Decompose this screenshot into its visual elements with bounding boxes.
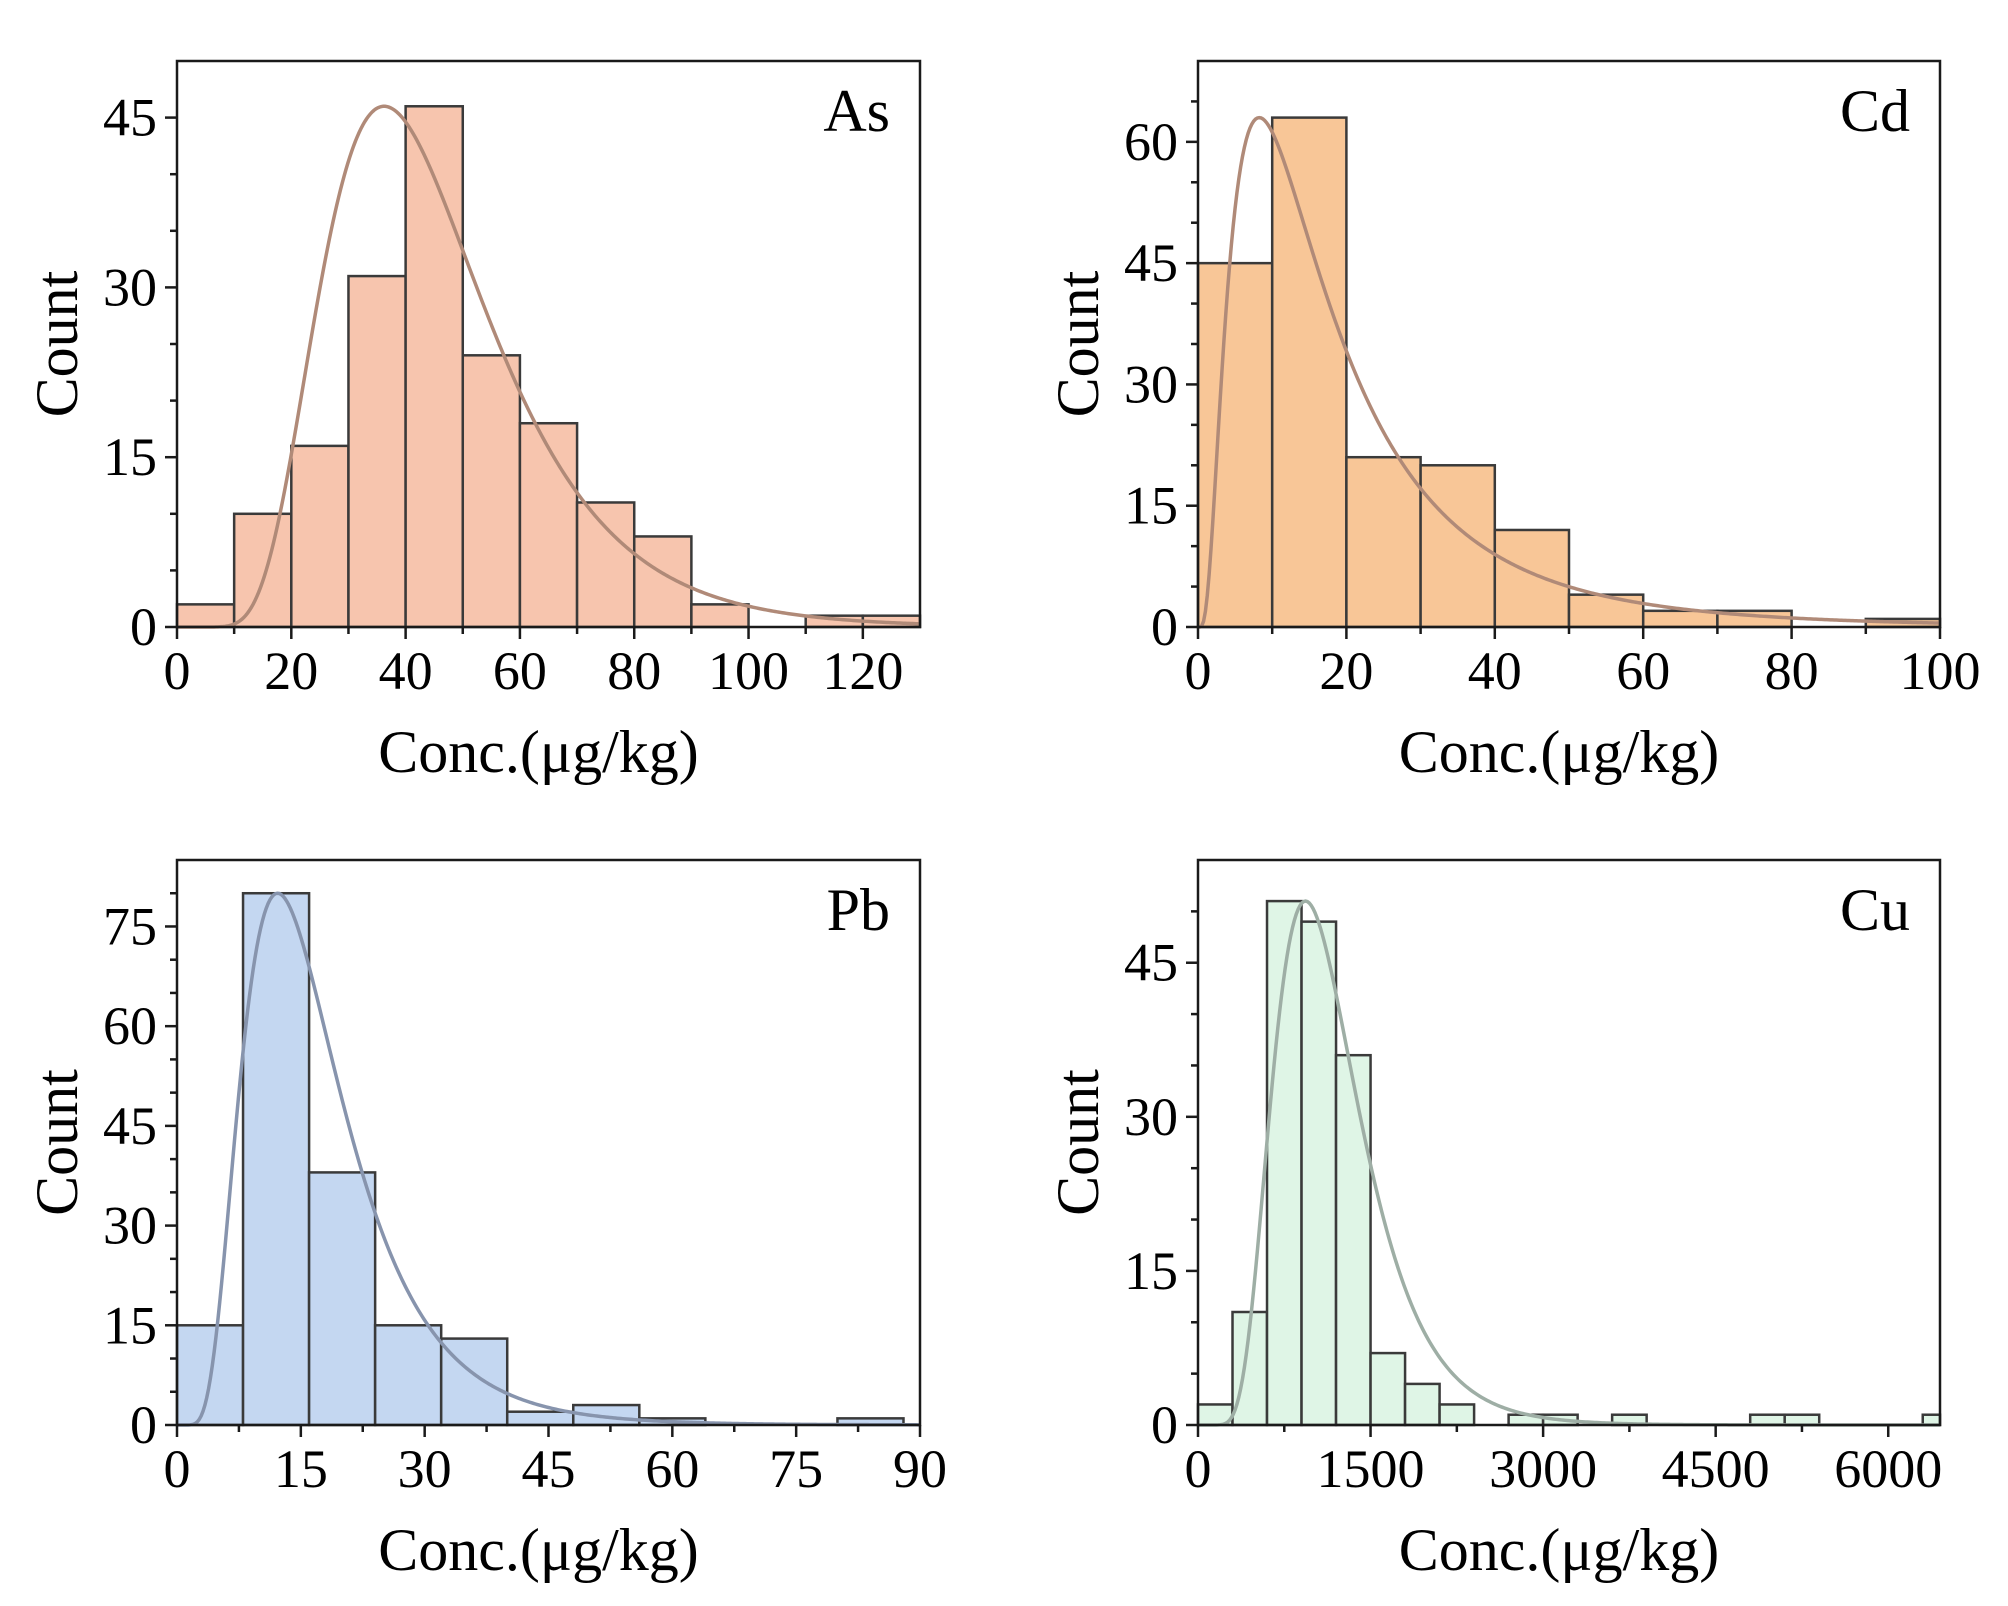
- x-tick-label: 60: [645, 1439, 699, 1499]
- y-tick-label: 15: [1124, 1241, 1178, 1301]
- y-tick-label: 15: [1124, 476, 1178, 536]
- y-tick-label: 45: [103, 88, 157, 148]
- x-tick-label: 4500: [1662, 1439, 1770, 1499]
- y-tick-label: 75: [103, 896, 157, 956]
- fit-curve: [1197, 115, 1941, 629]
- fit-curve: [177, 104, 921, 629]
- y-tick-label: 15: [103, 1295, 157, 1355]
- y-tick-label: 45: [103, 1096, 157, 1156]
- x-axis-title: Conc.(μg/kg): [1399, 1517, 1719, 1583]
- panel-cu: 0 1500 3000 4500 6000 0 15 30 45 Cu Conc.(μg/kg) Co…: [1045, 858, 1942, 1583]
- histogram-bar: [1265, 899, 1303, 1427]
- x-tick-label: 40: [1468, 641, 1522, 701]
- x-tick-label: 100: [1900, 641, 1981, 701]
- histogram-bar: [1345, 455, 1422, 629]
- y-tick-label: 45: [1124, 233, 1178, 293]
- x-tick-label: 0: [164, 641, 191, 701]
- x-tick-label: 80: [607, 641, 661, 701]
- x-tick-label: 30: [398, 1439, 452, 1499]
- histogram-bar: [505, 1410, 575, 1427]
- histogram-bar: [1334, 1053, 1372, 1427]
- histogram-bar: [1438, 1403, 1476, 1427]
- x-tick-label: 1500: [1317, 1439, 1425, 1499]
- x-tick-label: 0: [1185, 641, 1212, 701]
- y-tick-label: 30: [1124, 1087, 1178, 1147]
- x-tick-label: 3000: [1489, 1439, 1597, 1499]
- y-tick-label: 30: [103, 1196, 157, 1256]
- histogram-bar: [1493, 528, 1571, 629]
- y-tick-label: 0: [130, 597, 157, 657]
- y-axis-title: Count: [1045, 1069, 1111, 1216]
- panel-label: As: [823, 78, 890, 144]
- histogram-bar: [1369, 1351, 1407, 1427]
- panel-cd: 0 20 40 60 80 100 0 15 30 45 60 Cd Conc.(μg/kg) Count: [1045, 59, 1981, 785]
- panel-label: Pb: [827, 877, 890, 943]
- histogram-bar: [307, 1171, 377, 1427]
- y-tick-label: 0: [1151, 597, 1178, 657]
- y-tick-label: 45: [1124, 933, 1178, 993]
- histogram-bar: [1270, 116, 1348, 629]
- x-tick-label: 100: [708, 641, 789, 701]
- histogram-bar: [1403, 1382, 1441, 1427]
- x-tick-label: 75: [769, 1439, 823, 1499]
- x-axis-title: Conc.(μg/kg): [1399, 719, 1719, 785]
- y-tick-label: 30: [1124, 354, 1178, 414]
- panel-pb: 0 15 30 45 60 75 90 0 15 30 45 60 75 Pb Conc.(μg/kg) Co…: [24, 858, 947, 1583]
- panel-label: Cu: [1840, 877, 1910, 943]
- histogram-bar: [175, 603, 236, 629]
- y-tick-label: 0: [130, 1395, 157, 1455]
- histogram-bar: [461, 354, 522, 629]
- histogram-bar: [347, 274, 407, 629]
- panel-as: 0 20 40 60 80 100 120 0 15 30 45 As Conc.(μg/kg) Coun…: [24, 59, 922, 785]
- panel-label: Cd: [1840, 78, 1910, 144]
- x-tick-label: 120: [822, 641, 903, 701]
- y-tick-label: 60: [1124, 112, 1178, 172]
- x-tick-label: 15: [274, 1439, 328, 1499]
- y-tick-label: 30: [103, 257, 157, 317]
- x-tick-label: 80: [1765, 641, 1819, 701]
- x-tick-label: 90: [893, 1439, 947, 1499]
- histogram-bar: [690, 603, 750, 629]
- histogram-bar: [290, 444, 350, 629]
- y-axis-title: Count: [24, 1069, 90, 1216]
- histogram-bar: [518, 421, 579, 629]
- histogram-bar: [1567, 593, 1645, 629]
- plot-frame: [1196, 858, 1942, 1427]
- y-tick-label: 60: [103, 996, 157, 1056]
- histogram-bar: [1300, 920, 1338, 1427]
- x-tick-label: 60: [493, 641, 547, 701]
- y-axis-title: Count: [24, 270, 90, 417]
- x-tick-label: 60: [1616, 641, 1670, 701]
- histogram-bar: [575, 501, 636, 629]
- x-tick-label: 0: [1185, 1439, 1212, 1499]
- x-tick-label: 0: [164, 1439, 191, 1499]
- x-tick-label: 45: [522, 1439, 576, 1499]
- x-axis-title: Conc.(μg/kg): [378, 1517, 698, 1583]
- y-axis-title: Count: [1045, 270, 1111, 417]
- histogram-bar: [232, 512, 293, 629]
- x-tick-label: 6000: [1834, 1439, 1942, 1499]
- y-tick-label: 0: [1151, 1395, 1178, 1455]
- y-tick-label: 15: [103, 427, 157, 487]
- histogram-bar: [632, 535, 693, 629]
- x-tick-label: 20: [1319, 641, 1373, 701]
- x-tick-label: 40: [379, 641, 433, 701]
- histogram-bar: [404, 105, 465, 629]
- x-axis-title: Conc.(μg/kg): [378, 719, 698, 785]
- x-tick-label: 20: [264, 641, 318, 701]
- histogram-bar: [373, 1324, 443, 1427]
- histogram-bar: [241, 891, 311, 1427]
